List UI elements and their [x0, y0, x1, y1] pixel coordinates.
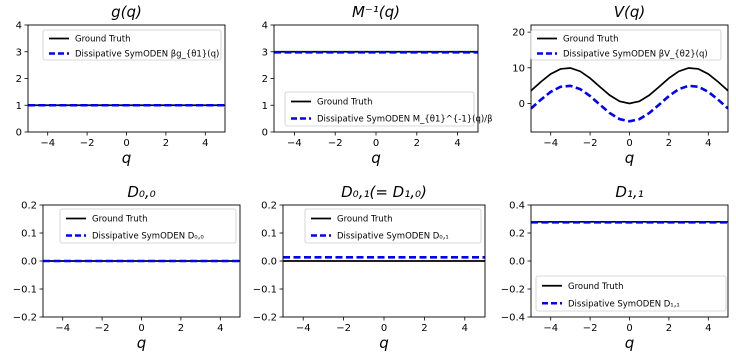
panel-title: D₀,₁(= D₁,₀)	[341, 183, 427, 201]
y-tick-label: −0.2	[253, 313, 277, 324]
y-tick-label: −0.1	[253, 285, 277, 296]
x-tick-label: 4	[462, 323, 468, 334]
legend-label-ground-truth: Ground Truth	[317, 98, 373, 108]
legend-label-ground-truth: Ground Truth	[563, 35, 619, 45]
legend-label-symoden: Dissipative SymODEN D₀,₀	[92, 232, 204, 242]
x-tick-label: −4	[543, 323, 558, 334]
x-tick-label: 0	[373, 138, 379, 149]
x-tick-label: 4	[454, 138, 460, 149]
x-tick-label: 0	[626, 323, 632, 334]
legend-label-symoden: Dissipative SymODEN M_{θ1}^{-1}(q)/β	[317, 115, 493, 125]
x-tick-label: −2	[80, 138, 95, 149]
x-tick-label: 2	[178, 323, 184, 334]
x-axis-label: q	[379, 334, 389, 352]
panel-title: V(q)	[614, 3, 646, 21]
x-axis-label: q	[137, 334, 147, 352]
legend: Ground Truth Dissipative SymODEN βV_{θ2}(…	[531, 30, 721, 60]
x-tick-label: 2	[666, 323, 672, 334]
x-tick-label: 2	[421, 323, 427, 334]
y-tick-label: 3	[16, 47, 22, 58]
y-tick-label: 0.2	[509, 229, 525, 240]
legend: Ground Truth Dissipative SymODEN D₀,₁	[305, 209, 481, 243]
y-tick-label: 0.1	[21, 229, 37, 240]
x-tick-label: −2	[583, 138, 598, 149]
x-tick-label: 0	[626, 138, 632, 149]
legend-label-ground-truth: Ground Truth	[92, 215, 148, 225]
y-tick-label: 4	[16, 21, 22, 32]
panel-1: −4 −2 0 2 4 0 1 2 3 4 g(q) q Ground Truth Dissipative…	[16, 3, 225, 167]
y-tick-label: 10	[512, 63, 525, 74]
y-tick-label: 0.4	[509, 201, 525, 212]
y-tick-label: 0.2	[21, 201, 37, 212]
x-tick-label: 4	[202, 138, 208, 149]
y-tick-label: 0.1	[261, 229, 277, 240]
y-tick-label: 0.0	[21, 257, 37, 268]
y-tick-label: 3	[262, 47, 268, 58]
panel-4: −4 −2 0 2 4 −0.2 −0.1 0.0 0.1 0.2 D₀,₀ q Ground Trut…	[13, 183, 240, 352]
y-tick-label: −0.2	[501, 285, 525, 296]
x-tick-label: −2	[328, 138, 343, 149]
legend: Ground Truth Dissipative SymODEN βg_{θ1}(…	[43, 30, 221, 60]
panel-title: g(q)	[111, 3, 142, 21]
y-tick-label: 0	[262, 128, 268, 139]
legend-label-symoden: Dissipative SymODEN βg_{θ1}(q)	[75, 50, 219, 60]
panel-title: D₁,₁	[615, 183, 643, 201]
x-axis-label: q	[122, 149, 132, 167]
y-tick-label: −0.2	[13, 313, 37, 324]
x-tick-label: 4	[217, 323, 223, 334]
y-tick-label: 2	[16, 74, 22, 85]
panel-title: D₀,₀	[127, 183, 155, 201]
y-tick-label: 2	[262, 74, 268, 85]
x-tick-label: −4	[296, 323, 311, 334]
y-tick-label: 1	[262, 101, 268, 112]
y-tick-label: 0	[519, 99, 525, 110]
x-tick-label: 0	[381, 323, 387, 334]
x-tick-label: 4	[705, 323, 711, 334]
legend: Ground Truth Dissipative SymODEN D₁,₁	[536, 276, 726, 311]
x-tick-label: 0	[123, 138, 129, 149]
panel-6: −4 −2 0 2 4 −0.4 −0.2 0.0 0.2 0.4 D₁,₁ q Ground Trut…	[501, 183, 728, 352]
x-axis-label: q	[371, 149, 381, 167]
panel-title: M⁻¹(q)	[352, 3, 400, 21]
legend-label-ground-truth: Ground Truth	[337, 215, 393, 225]
legend-label-ground-truth: Ground Truth	[75, 35, 131, 45]
y-tick-label: 4	[262, 21, 268, 32]
panel-5: −4 −2 0 2 4 −0.2 −0.1 0.0 0.1 0.2 D₀,₁(= D₁,₀) q Gro…	[253, 183, 485, 352]
x-tick-label: 2	[163, 138, 169, 149]
x-tick-label: −2	[95, 323, 110, 334]
legend: Ground Truth Dissipative SymODEN D₀,₀	[60, 209, 236, 243]
x-tick-label: 2	[666, 138, 672, 149]
legend-label-symoden: Dissipative SymODEN βV_{θ2}(q)	[563, 50, 708, 60]
legend-label-ground-truth: Ground Truth	[568, 282, 624, 292]
x-tick-label: −4	[287, 138, 302, 149]
y-tick-label: 1	[16, 101, 22, 112]
y-tick-label: 0.0	[261, 257, 277, 268]
x-tick-label: −4	[40, 138, 55, 149]
x-tick-label: 2	[414, 138, 420, 149]
y-tick-label: −0.4	[501, 313, 525, 324]
y-tick-label: 0	[16, 128, 22, 139]
x-tick-label: 0	[138, 323, 144, 334]
x-tick-label: 4	[705, 138, 711, 149]
legend-label-symoden: Dissipative SymODEN D₀,₁	[337, 232, 449, 242]
panel-2: −4 −2 0 2 4 0 1 2 3 4 M⁻¹(q) q Ground Truth Dissipati…	[262, 3, 493, 167]
x-axis-label: q	[625, 149, 635, 167]
x-tick-label: −4	[55, 323, 70, 334]
x-axis-label: q	[625, 334, 635, 352]
legend: Ground Truth Dissipative SymODEN M_{θ1}^{…	[285, 92, 493, 126]
x-tick-label: −4	[543, 138, 558, 149]
x-tick-label: −2	[336, 323, 351, 334]
x-tick-label: −2	[583, 323, 598, 334]
y-tick-label: 0.2	[261, 201, 277, 212]
y-tick-label: −0.1	[13, 285, 37, 296]
y-tick-label: 0.0	[509, 257, 525, 268]
legend-label-symoden: Dissipative SymODEN D₁,₁	[568, 299, 680, 309]
y-tick-label: 20	[512, 28, 525, 39]
panel-3: −4 −2 0 2 4 0 10 20 V(q) q Ground Truth Dissipative…	[512, 3, 728, 167]
